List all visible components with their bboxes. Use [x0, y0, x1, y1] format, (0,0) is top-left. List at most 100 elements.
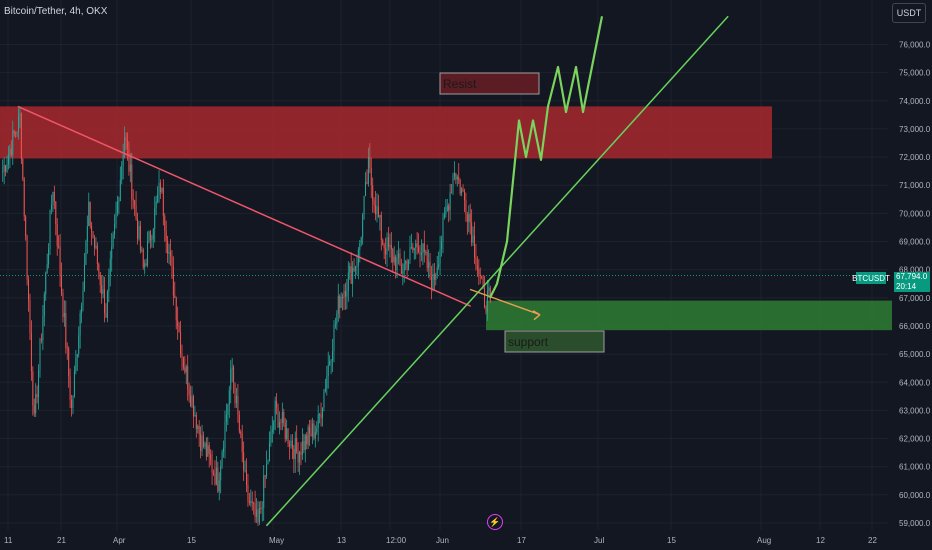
x-tick-label: Jul — [594, 536, 604, 545]
candle-body — [387, 237, 389, 248]
candle-body — [145, 263, 147, 266]
candle-body — [230, 369, 232, 390]
candle-body — [456, 176, 458, 180]
candle-body — [10, 148, 12, 156]
candle-body — [129, 164, 131, 172]
candle-body — [301, 441, 303, 456]
last-price-label: 67,794.0 20:14 — [894, 272, 930, 292]
candle-body — [359, 243, 361, 250]
x-tick-label: 12 — [816, 536, 825, 545]
candle-body — [375, 204, 377, 215]
projection-path — [489, 16, 604, 299]
x-tick-label: 22 — [868, 536, 877, 545]
candle-body — [40, 339, 42, 341]
x-tick-label: 11 — [4, 536, 13, 545]
candle-body — [164, 216, 166, 231]
candle-body — [342, 296, 344, 299]
projection-arrow-head — [532, 310, 541, 321]
candle-body — [419, 251, 421, 255]
candle-body — [59, 247, 61, 276]
candle-body — [270, 432, 272, 443]
candle-body — [294, 438, 296, 460]
candle-body — [326, 376, 328, 389]
candle-body — [369, 157, 371, 168]
candle-body — [392, 249, 394, 263]
candle-body — [485, 306, 487, 312]
candle-body — [245, 470, 248, 486]
candle-body — [352, 267, 354, 284]
candle-body — [35, 394, 37, 414]
currency-button[interactable]: USDT — [892, 3, 926, 23]
y-tick-label: 74,000.0 — [899, 97, 931, 106]
candle-body — [220, 466, 222, 481]
candle-body — [330, 360, 332, 362]
candle-body — [428, 261, 430, 269]
candle-body — [89, 201, 91, 226]
candle-body — [445, 211, 447, 215]
support-label-box — [504, 330, 605, 353]
candle-body — [478, 268, 480, 275]
candle-body — [448, 205, 450, 211]
candle-body — [442, 217, 444, 242]
candle-body — [481, 276, 483, 278]
candle-body — [243, 452, 245, 471]
candle-body — [474, 235, 476, 258]
candle-body — [214, 473, 216, 485]
candle-body — [231, 367, 233, 370]
candle-body — [286, 428, 288, 439]
candle-body — [482, 277, 484, 289]
support-zone — [486, 300, 892, 331]
candle-body — [121, 165, 123, 180]
candle-body — [225, 414, 227, 422]
candle-body — [138, 226, 140, 239]
candle-body — [475, 257, 477, 267]
candle-body — [68, 348, 70, 377]
candle-body — [135, 205, 137, 220]
candle-body — [5, 165, 7, 172]
candle-body — [19, 113, 21, 115]
y-tick-label: 67,000.0 — [899, 294, 931, 303]
candle-body — [116, 201, 118, 213]
candle-body — [58, 245, 60, 248]
candle-body — [283, 412, 285, 424]
candle-body — [162, 188, 164, 217]
candle-body — [306, 435, 308, 445]
candle-body — [161, 188, 163, 193]
candle-body — [337, 296, 339, 314]
candle-body — [479, 274, 481, 277]
y-tick-label: 61,000.0 — [899, 463, 931, 472]
resist-label-box — [439, 72, 540, 95]
candle-body — [65, 312, 67, 348]
candle-body — [317, 414, 319, 429]
y-tick-label: 75,000.0 — [899, 69, 931, 78]
candle-body — [441, 241, 443, 250]
candle-body — [327, 365, 329, 377]
candle-body — [376, 206, 378, 215]
candle-body — [32, 371, 34, 406]
candle-body — [131, 164, 133, 199]
candle-body — [76, 353, 78, 358]
candle-body — [373, 200, 375, 205]
candle-body — [395, 256, 397, 271]
resist-zone — [0, 106, 772, 159]
candle-body — [324, 388, 326, 392]
candle-body — [63, 312, 65, 318]
lightning-icon[interactable]: ⚡ — [487, 514, 503, 530]
candle-body — [149, 231, 151, 241]
candle-body — [386, 237, 388, 255]
candle-body — [223, 447, 225, 452]
candle-body — [3, 165, 5, 172]
candle-body — [329, 361, 331, 366]
candle-body — [190, 395, 192, 406]
candle-body — [418, 246, 420, 252]
candle-body — [78, 335, 80, 354]
candle-body — [192, 396, 194, 417]
candle-body — [25, 216, 27, 237]
candle-body — [111, 246, 113, 260]
candle-body — [22, 159, 24, 180]
candle-body — [380, 215, 382, 240]
candle-body — [405, 260, 407, 264]
y-tick-label: 70,000.0 — [899, 209, 931, 218]
candle-body — [256, 509, 258, 517]
